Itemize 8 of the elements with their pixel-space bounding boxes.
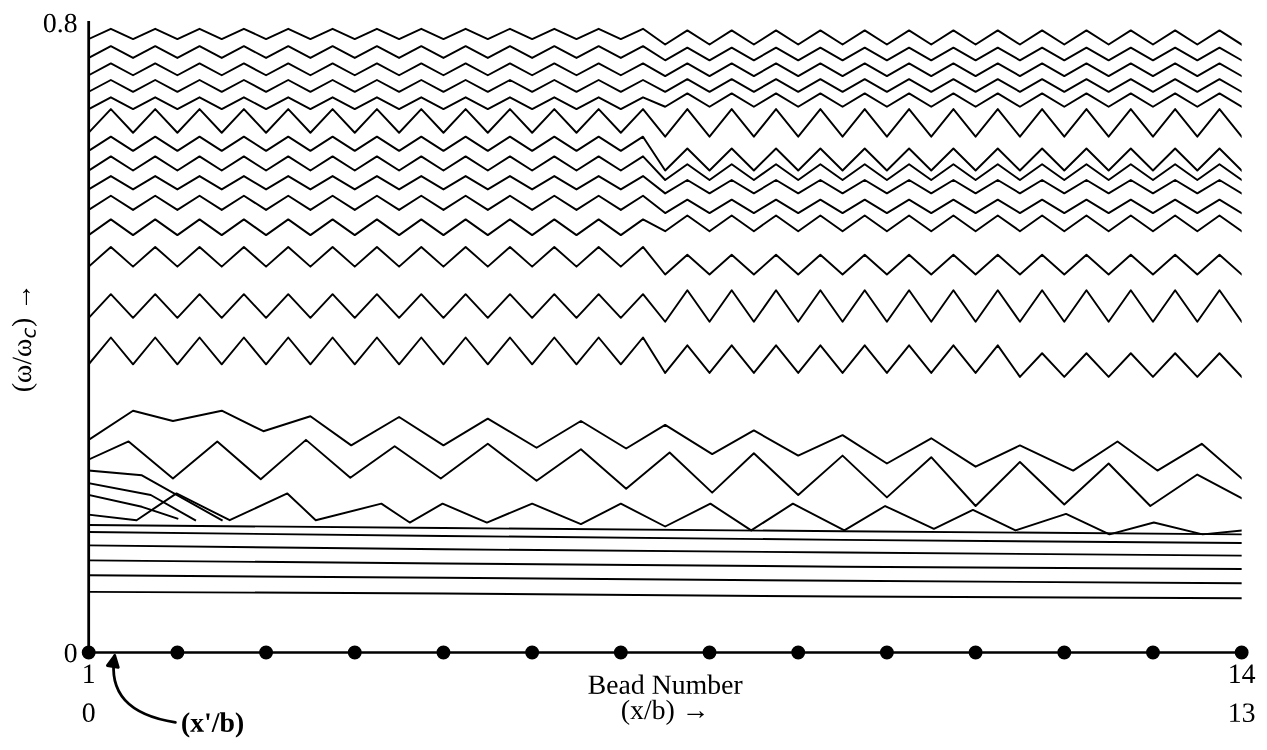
annotation: (x'/b)	[182, 712, 243, 738]
x2-axis-title: Bead Number	[588, 674, 743, 695]
y-axis-title: (ω/ω$_{c}$) →	[11, 288, 37, 391]
x2-tick-label: 1	[84, 664, 94, 683]
x-axis-title: (x/b) →	[622, 699, 704, 725]
y-tick-label: 0.8	[43, 13, 77, 33]
x2-tick-label: 14	[1230, 664, 1256, 683]
x-tick-label: 13	[1230, 703, 1255, 723]
